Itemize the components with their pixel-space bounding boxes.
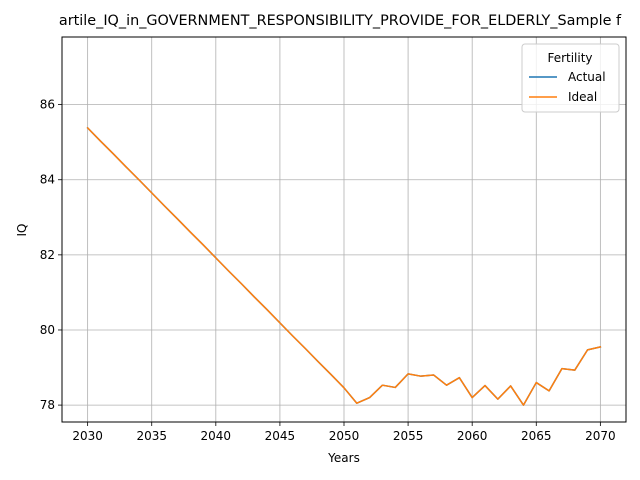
x-tick-label: 2030 [72, 429, 103, 443]
x-tick-label: 2070 [585, 429, 616, 443]
x-tick-label: 2050 [329, 429, 360, 443]
y-tick-label: 80 [40, 323, 55, 337]
series-layer [86, 126, 602, 406]
chart-title: artile_IQ_in_GOVERNMENT_RESPONSIBILITY_P… [59, 13, 622, 29]
x-tick-label: 2040 [201, 429, 232, 443]
y-tick-label: 82 [40, 248, 55, 262]
series-line-ideal [86, 126, 602, 406]
x-tick-label: 2055 [393, 429, 424, 443]
x-tick-label: 2035 [136, 429, 167, 443]
legend: Fertility Actual Ideal [521, 43, 620, 113]
x-tick-label: 2060 [457, 429, 488, 443]
x-tick-label: 2065 [521, 429, 552, 443]
y-axis: 78 80 82 84 86 [40, 98, 62, 412]
x-axis-label: Years [327, 451, 360, 465]
legend-label-ideal: Ideal [568, 90, 597, 104]
y-tick-label: 78 [40, 398, 55, 412]
x-tick-label: 2045 [265, 429, 296, 443]
legend-title: Fertility [547, 51, 592, 65]
y-tick-label: 84 [40, 173, 55, 187]
x-axis: 2030 2035 2040 2045 2050 2055 2060 2065 2070 [72, 422, 616, 443]
legend-label-actual: Actual [568, 70, 606, 84]
y-tick-label: 86 [40, 98, 55, 112]
legend-box [521, 43, 620, 113]
y-axis-label: IQ [15, 224, 29, 237]
